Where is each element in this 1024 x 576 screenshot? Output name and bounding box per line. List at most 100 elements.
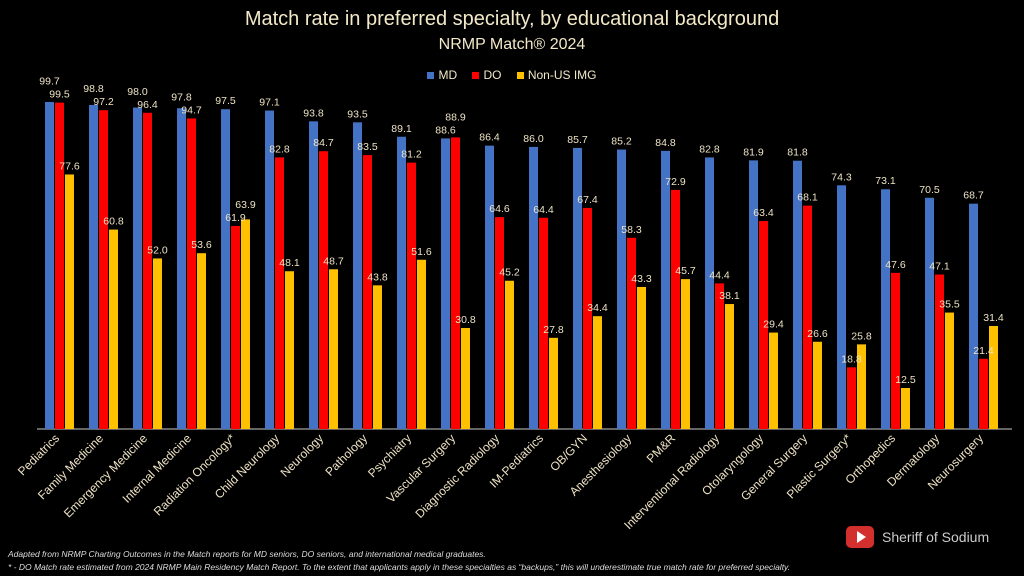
bar-md-21	[969, 203, 978, 429]
data-label: 93.5	[347, 108, 368, 120]
x-tick-label: Diagnostic Radiology	[413, 431, 503, 521]
bar-md-2	[133, 107, 142, 429]
youtube-play-icon	[846, 526, 874, 548]
data-label: 35.5	[939, 299, 960, 311]
bar-md-12	[573, 147, 582, 430]
bar-md-16	[749, 160, 758, 430]
data-label: 94.7	[181, 104, 202, 116]
data-label: 31.4	[983, 312, 1004, 324]
data-label: 64.6	[489, 203, 510, 215]
footnote-asterisk: * - DO Match rate estimated from 2024 NR…	[8, 562, 791, 572]
footnote-source: Adapted from NRMP Charting Outcomes in t…	[8, 549, 486, 559]
data-label: 83.5	[357, 141, 378, 153]
x-tick-label: Emergency Medicine	[61, 431, 150, 520]
bar-do-1	[99, 110, 108, 430]
bar-non-us-img-8	[417, 259, 426, 429]
data-label: 67.4	[577, 194, 598, 206]
legend-item-img: Non-US IMG	[516, 68, 597, 82]
data-label: 86.0	[523, 133, 544, 145]
data-label: 21.4	[973, 345, 994, 357]
bar-do-11	[539, 217, 548, 429]
data-label: 63.4	[753, 207, 774, 219]
data-label: 88.6	[435, 124, 456, 136]
x-tick-label: Pathology	[322, 431, 370, 479]
bar-do-4	[231, 225, 240, 429]
bar-md-19	[881, 189, 890, 429]
bar-do-2	[143, 112, 152, 430]
bar-do-8	[407, 162, 416, 429]
legend-swatch-do	[472, 72, 480, 80]
data-label: 86.4	[479, 132, 500, 144]
bar-non-us-img-12	[593, 316, 602, 429]
legend-label-do: DO	[483, 68, 502, 82]
bar-non-us-img-15	[725, 304, 734, 429]
x-tick-label: Radiation Oncology*	[151, 431, 238, 518]
data-label: 30.8	[455, 314, 476, 326]
data-label: 97.8	[171, 91, 192, 103]
bar-md-0	[45, 101, 54, 429]
legend-item-md: MD	[427, 68, 457, 82]
x-tick-label: Neurology	[278, 431, 327, 480]
data-label: 81.8	[787, 147, 808, 159]
bar-do-6	[319, 151, 328, 429]
data-label: 47.6	[885, 259, 906, 271]
data-label: 99.7	[39, 76, 60, 88]
bar-md-1	[89, 104, 98, 429]
data-label: 81.9	[743, 146, 764, 158]
data-label: 26.6	[807, 328, 828, 340]
data-label: 84.8	[655, 137, 676, 149]
data-label: 68.1	[797, 192, 818, 204]
bar-md-20	[925, 197, 934, 429]
bar-do-17	[803, 205, 812, 429]
data-label: 38.1	[719, 290, 740, 302]
data-label: 44.4	[709, 269, 730, 281]
data-label: 85.7	[567, 134, 588, 146]
data-label: 45.7	[675, 265, 696, 277]
bar-md-4	[221, 109, 230, 429]
bar-do-0	[55, 102, 64, 429]
bar-md-3	[177, 108, 186, 429]
bar-non-us-img-0	[65, 174, 74, 429]
bar-do-12	[583, 207, 592, 429]
bar-do-5	[275, 157, 284, 429]
bar-do-7	[363, 155, 372, 429]
data-label: 97.5	[215, 95, 236, 107]
data-label: 68.7	[963, 190, 984, 202]
data-label: 84.7	[313, 137, 334, 149]
bar-non-us-img-13	[637, 286, 646, 429]
bar-md-6	[309, 121, 318, 429]
data-label: 48.1	[279, 257, 300, 269]
data-label: 98.0	[127, 86, 148, 98]
bar-non-us-img-4	[241, 219, 250, 429]
bar-non-us-img-21	[989, 326, 998, 429]
bar-do-20	[935, 274, 944, 429]
bar-non-us-img-20	[945, 312, 954, 429]
bar-md-15	[705, 157, 714, 429]
bar-md-7	[353, 122, 362, 429]
bar-do-3	[187, 118, 196, 429]
data-label: 70.5	[919, 184, 940, 196]
bar-do-19	[891, 272, 900, 429]
bar-md-8	[397, 136, 406, 429]
data-label: 27.8	[543, 324, 564, 336]
data-label: 77.6	[59, 160, 80, 172]
data-label: 74.3	[831, 171, 852, 183]
data-label: 48.7	[323, 255, 344, 267]
data-label: 85.2	[611, 136, 632, 148]
bar-non-us-img-16	[769, 332, 778, 429]
data-label: 25.8	[851, 330, 872, 342]
data-label: 52.0	[147, 244, 168, 256]
bar-non-us-img-18	[857, 344, 866, 429]
bar-non-us-img-19	[901, 388, 910, 429]
bar-non-us-img-1	[109, 229, 118, 429]
data-label: 29.4	[763, 319, 784, 331]
bar-non-us-img-11	[549, 337, 558, 429]
bar-md-10	[485, 145, 494, 429]
bar-do-9	[451, 137, 460, 429]
bar-do-15	[715, 283, 724, 429]
data-label: 97.1	[259, 97, 280, 109]
data-label: 89.1	[391, 123, 412, 135]
data-label: 93.8	[303, 107, 324, 119]
bar-do-18	[847, 367, 856, 429]
